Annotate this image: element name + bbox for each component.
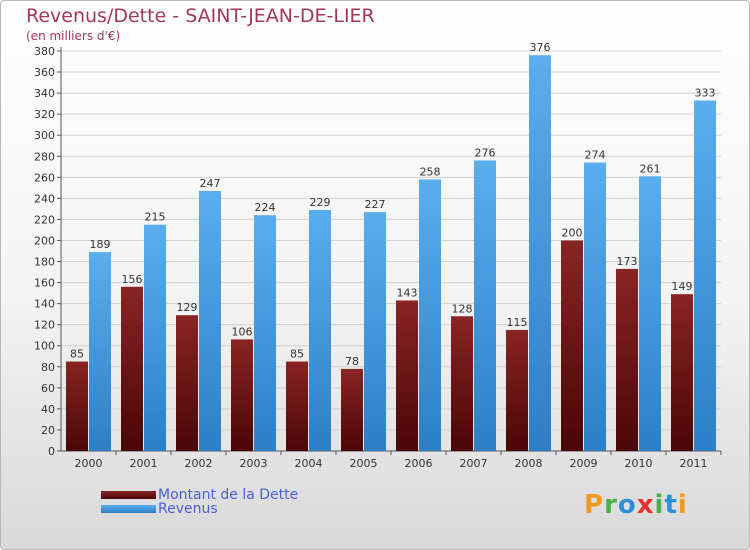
logo-letter: P — [584, 490, 605, 520]
value-label-revenus-2002: 247 — [200, 177, 221, 190]
value-label-revenus-2001: 215 — [145, 211, 166, 224]
legend-label-debt: Montant de la Dette — [158, 487, 299, 503]
value-label-revenus-2008: 376 — [530, 41, 551, 54]
value-label-revenus-2003: 224 — [255, 201, 276, 214]
legend-swatch-revenus — [101, 505, 156, 513]
value-label-revenus-2000: 189 — [90, 238, 111, 251]
bar-revenus-2008 — [529, 55, 551, 452]
value-label-debt-2003: 106 — [232, 325, 253, 338]
y-tick-label: 240 — [34, 192, 55, 205]
legend-swatch-debt — [101, 491, 156, 499]
value-label-debt-2002: 129 — [177, 301, 198, 314]
value-label-debt-2005: 78 — [345, 355, 359, 368]
bar-debt-2011 — [671, 294, 693, 451]
bar-debt-2010 — [616, 268, 638, 451]
y-tick-label: 360 — [34, 66, 55, 79]
y-tick-label: 100 — [34, 340, 55, 353]
bar-revenus-2007 — [474, 160, 496, 451]
x-tick-label: 2002 — [185, 457, 213, 470]
bar-revenus-2005 — [364, 212, 386, 451]
logo-letter: t — [664, 490, 678, 520]
logo-letter: o — [617, 490, 637, 520]
y-tick-label: 220 — [34, 213, 55, 226]
x-tick-label: 2000 — [75, 457, 103, 470]
value-label-revenus-2004: 229 — [310, 196, 331, 209]
y-tick-label: 280 — [34, 150, 55, 163]
bar-revenus-2011 — [694, 100, 716, 451]
bar-revenus-2009 — [584, 162, 606, 451]
value-label-revenus-2011: 333 — [695, 86, 716, 99]
value-label-debt-2009: 200 — [562, 226, 583, 239]
value-label-revenus-2010: 261 — [640, 162, 661, 175]
x-tick-label: 2001 — [130, 457, 158, 470]
bar-debt-2007 — [451, 316, 473, 451]
bar-revenus-2003 — [254, 215, 276, 451]
x-tick-label: 2006 — [405, 457, 433, 470]
y-tick-label: 120 — [34, 319, 55, 332]
value-label-revenus-2005: 227 — [365, 198, 386, 211]
x-tick-label: 2010 — [625, 457, 653, 470]
bar-debt-2009 — [561, 240, 583, 451]
x-tick-label: 2005 — [350, 457, 378, 470]
x-tick-label: 2009 — [570, 457, 598, 470]
logo-letter: r — [604, 490, 618, 520]
chart-subtitle: (en milliers d'€) — [26, 29, 121, 43]
value-label-debt-2004: 85 — [290, 348, 304, 361]
bar-revenus-2000 — [89, 252, 111, 451]
bar-debt-2002 — [176, 315, 198, 451]
bar-debt-2005 — [341, 368, 363, 451]
bar-debt-2003 — [231, 339, 253, 451]
value-label-debt-2010: 173 — [617, 255, 638, 268]
y-tick-label: 20 — [41, 424, 55, 437]
bar-debt-2006 — [396, 300, 418, 451]
bar-debt-2004 — [286, 361, 308, 451]
value-label-debt-2001: 156 — [122, 273, 143, 286]
y-tick-label: 140 — [34, 298, 55, 311]
y-tick-label: 320 — [34, 108, 55, 121]
y-tick-label: 260 — [34, 171, 55, 184]
legend-item-revenus: Revenus — [101, 501, 218, 517]
proxiti-logo: Proxiti — [584, 490, 688, 520]
y-tick-label: 180 — [34, 256, 55, 269]
bar-debt-2000 — [66, 361, 88, 451]
y-tick-label: 380 — [34, 45, 55, 58]
logo-letter: i — [677, 490, 688, 520]
chart-title: Revenus/Dette - SAINT-JEAN-DE-LIER — [26, 5, 375, 27]
bar-revenus-2001 — [144, 224, 166, 451]
value-label-debt-2000: 85 — [70, 348, 84, 361]
x-tick-label: 2003 — [240, 457, 268, 470]
x-tick-label: 2011 — [680, 457, 708, 470]
bar-revenus-2002 — [199, 191, 221, 451]
value-label-debt-2008: 115 — [507, 316, 528, 329]
bar-debt-2001 — [121, 286, 143, 451]
y-tick-label: 80 — [41, 361, 55, 374]
value-label-debt-2006: 143 — [397, 286, 418, 299]
bar-revenus-2004 — [309, 209, 331, 451]
bar-revenus-2006 — [419, 179, 441, 451]
legend-item-debt: Montant de la Dette — [101, 487, 298, 503]
y-tick-label: 60 — [41, 382, 55, 395]
y-tick-label: 0 — [48, 445, 55, 458]
value-label-revenus-2006: 258 — [420, 165, 441, 178]
value-label-revenus-2007: 276 — [475, 146, 496, 159]
bar-revenus-2010 — [639, 176, 661, 451]
y-tick-label: 160 — [34, 277, 55, 290]
logo-letter: i — [654, 490, 665, 520]
x-tick-label: 2008 — [515, 457, 543, 470]
y-tick-label: 200 — [34, 234, 55, 247]
bar-debt-2008 — [506, 329, 528, 451]
y-tick-label: 340 — [34, 87, 55, 100]
y-tick-label: 300 — [34, 129, 55, 142]
x-tick-label: 2004 — [295, 457, 323, 470]
value-label-revenus-2009: 274 — [585, 149, 606, 162]
y-tick-label: 40 — [41, 403, 55, 416]
logo-letter: x — [636, 490, 655, 520]
value-label-debt-2007: 128 — [452, 302, 473, 315]
value-label-debt-2011: 149 — [672, 280, 693, 293]
x-tick-label: 2007 — [460, 457, 488, 470]
legend-label-revenus: Revenus — [158, 501, 218, 517]
